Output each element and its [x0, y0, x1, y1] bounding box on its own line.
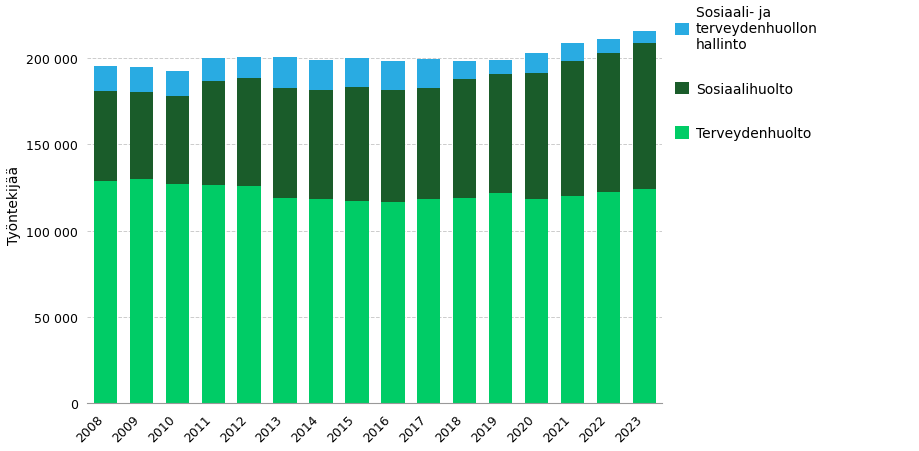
Bar	[165, 184, 188, 403]
Bar	[452, 79, 476, 198]
Bar	[596, 40, 619, 54]
Bar	[525, 55, 548, 74]
Bar	[273, 58, 297, 89]
Bar	[130, 179, 153, 403]
Bar	[380, 202, 404, 403]
Bar	[596, 54, 619, 192]
Bar	[561, 62, 584, 197]
Bar	[94, 66, 117, 92]
Bar	[345, 202, 369, 403]
Bar	[489, 60, 512, 75]
Bar	[561, 44, 584, 62]
Bar	[201, 185, 224, 403]
Bar	[489, 75, 512, 194]
Bar	[632, 32, 655, 44]
Bar	[561, 197, 584, 403]
Bar	[309, 60, 333, 91]
Bar	[416, 89, 440, 199]
Bar	[273, 198, 297, 403]
Bar	[94, 92, 117, 182]
Bar	[489, 194, 512, 403]
Legend: Sosiaali- ja
terveydenhuollon
hallinto, Sosiaalihuolto, Terveydenhuolto: Sosiaali- ja terveydenhuollon hallinto, …	[675, 6, 817, 141]
Bar	[380, 91, 404, 202]
Bar	[237, 78, 260, 187]
Bar	[416, 199, 440, 403]
Bar	[452, 62, 476, 79]
Bar	[130, 68, 153, 93]
Bar	[452, 198, 476, 403]
Bar	[237, 187, 260, 403]
Bar	[130, 93, 153, 179]
Bar	[345, 88, 369, 202]
Bar	[201, 59, 224, 82]
Bar	[309, 91, 333, 199]
Bar	[309, 199, 333, 403]
Bar	[273, 89, 297, 198]
Bar	[165, 72, 188, 97]
Bar	[525, 200, 548, 403]
Bar	[380, 62, 404, 91]
Y-axis label: Työntekijää: Työntekijää	[7, 166, 21, 244]
Bar	[165, 97, 188, 184]
Bar	[237, 58, 260, 78]
Bar	[632, 44, 655, 190]
Bar	[416, 60, 440, 89]
Bar	[345, 59, 369, 88]
Bar	[94, 182, 117, 403]
Bar	[632, 190, 655, 403]
Bar	[596, 192, 619, 403]
Bar	[525, 74, 548, 200]
Bar	[201, 82, 224, 185]
